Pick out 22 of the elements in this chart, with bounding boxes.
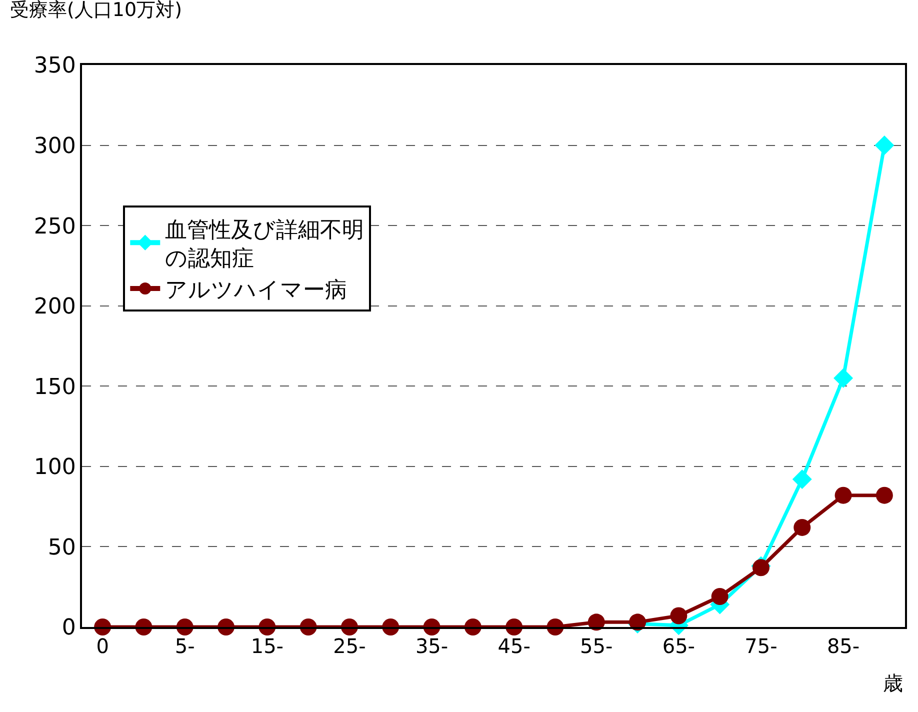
y-tick-label: 0 <box>62 616 76 641</box>
x-tick-label: 25- <box>333 634 366 658</box>
x-tick-label: 65- <box>662 634 696 658</box>
x-tick-label: 75- <box>744 634 778 658</box>
x-tick-label: 0 <box>96 634 109 658</box>
x-tick-label: 55- <box>580 634 613 658</box>
x-tick-label: 5- <box>174 634 195 658</box>
legend-label: 血管性及び詳細不明の認知症 <box>165 218 364 272</box>
y-tick-label: 350 <box>34 54 76 79</box>
x-tick-label: 45- <box>498 634 530 658</box>
x-tick-label: 15- <box>250 634 284 658</box>
x-tick-label: 85- <box>826 634 860 658</box>
legend-label: アルツハイマー病 <box>165 278 348 304</box>
y-tick-label: 300 <box>34 134 76 159</box>
y-tick-label: 50 <box>48 535 76 560</box>
x-tick-label: 35- <box>415 634 448 658</box>
x-axis-title: 歳 <box>883 671 903 695</box>
y-tick-label: 150 <box>34 374 76 400</box>
y-tick-label: 200 <box>34 294 76 320</box>
y-tick-label: 250 <box>34 214 76 240</box>
y-axis-title: 受療率(人口10万対) <box>10 0 182 21</box>
y-tick-label: 100 <box>34 455 76 480</box>
